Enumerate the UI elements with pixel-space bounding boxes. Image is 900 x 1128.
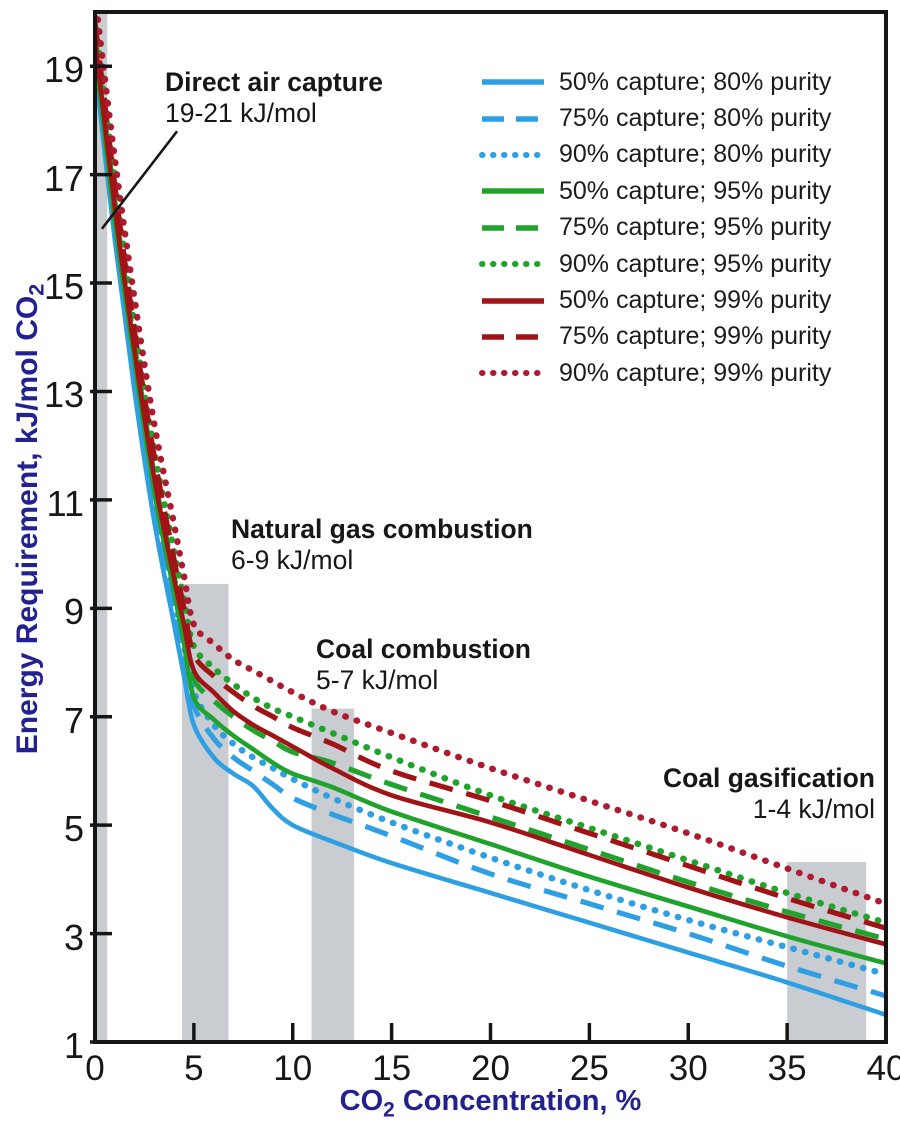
x-tick-label: 30 [668,1049,708,1088]
annotation-range: 5-7 kJ/mol [316,665,439,695]
y-tick-label: 15 [43,266,84,308]
legend-item-label: 50% capture; 95% purity [559,176,832,205]
annotation-range: 6-9 kJ/mol [231,545,354,575]
legend-item-75-capture-95-purity: 75% capture; 95% purity [479,210,831,246]
x-axis-title-subscript: 2 [383,1098,395,1122]
y-axis-title-subscript: 2 [23,283,49,296]
legend-item-label: 90% capture; 80% purity [559,140,832,169]
x-axis-title-text: CO [339,1085,384,1117]
legend-item-50-capture-99-purity: 50% capture; 99% purity [479,282,831,318]
y-axis-title: Energy Requirement, kJ/mol CO2 [7,189,49,849]
curve-50-capture-80-purity [95,65,886,1018]
x-tick-label: 40 [866,1049,900,1088]
annotation-range: 1-4 kJ/mol [752,794,875,824]
band-coal-gasification [787,862,867,1042]
legend-item-75-capture-99-purity: 75% capture; 99% purity [479,319,831,355]
x-tick-label: 20 [471,1049,510,1088]
legend-item-label: 75% capture; 80% purity [559,104,832,133]
x-tick-label: 0 [85,1049,105,1088]
annotation-title: Direct air capture [165,67,383,97]
y-tick-label: 7 [63,699,84,741]
legend-item-label: 90% capture; 99% purity [559,358,832,387]
legend-item-label: 75% capture; 99% purity [559,322,832,351]
legend-item-label: 75% capture; 95% purity [559,213,832,242]
curve-75-capture-80-purity [95,55,886,999]
legend-line-sample-dotted [479,370,547,377]
legend-line-sample-solid [482,188,544,195]
legend-line-sample-dotted [479,261,547,268]
x-tick-label: 35 [767,1049,807,1088]
legend-item-90-capture-99-purity: 90% capture; 99% purity [479,355,831,391]
y-tick-label: 11 [46,482,84,524]
legend-line-sample-dashed [482,115,544,122]
legend-item-90-capture-95-purity: 90% capture; 95% purity [479,246,831,282]
axis-ticks [90,64,888,1044]
y-tick-label: 17 [43,157,84,199]
annotation-coal-gasification: Coal gasification 1-4 kJ/mol [663,763,875,825]
legend-item-50-capture-95-purity: 50% capture; 95% purity [479,173,831,209]
direct-air-callout-line [100,130,179,230]
legend-line-sample-dotted [479,151,547,158]
x-tick-label: 10 [273,1049,313,1088]
annotation-title: Coal gasification [662,763,875,793]
y-tick-label: 19 [43,49,84,91]
x-axis-title-text: Concentration, % [394,1085,642,1117]
band-direct-air-capture [96,12,108,1042]
y-tick-label: 13 [43,374,84,416]
legend-line-sample-solid [482,297,544,304]
y-tick-label: 1 [63,1025,84,1066]
legend: 50% capture; 80% purity 75% capture; 80% … [479,64,831,392]
y-tick-label: 9 [63,591,84,633]
annotation-title: Coal combustion [316,634,531,664]
y-tick-label: 5 [63,808,84,850]
annotation-title: Natural gas combustion [231,514,533,544]
x-tick-label: 25 [569,1049,609,1088]
y-tick-label: 3 [63,916,84,958]
annotation-coal-combustion: Coal combustion 5-7 kJ/mol [316,634,531,696]
x-axis-title: CO2 Concentration, % [95,1085,886,1122]
annotation-range: 19-21 kJ/mol [165,98,317,128]
legend-line-sample-dashed [482,225,544,231]
curve-75-capture-99-purity [95,22,886,931]
legend-item-label: 50% capture; 80% purity [559,67,832,96]
curves [95,12,886,1018]
legend-item-75-capture-80-purity: 75% capture; 80% purity [479,100,831,136]
legend-item-label: 90% capture; 95% purity [559,249,832,278]
curve-90-capture-99-purity [95,12,886,907]
x-tick-label: 5 [184,1049,204,1088]
curve-50-capture-99-purity [95,38,886,947]
annotation-natural-gas-combustion: Natural gas combustion 6-9 kJ/mol [231,514,533,576]
legend-item-50-capture-80-purity: 50% capture; 80% purity [479,64,831,100]
legend-line-sample-solid [482,79,544,85]
y-axis-title-text: Energy Requirement, kJ/mol CO [11,295,44,755]
x-tick-label: 15 [372,1049,412,1088]
legend-item-90-capture-80-purity: 90% capture; 80% purity [479,137,831,173]
legend-item-label: 50% capture; 99% purity [559,286,832,315]
legend-line-sample-dashed [482,334,544,340]
curve-90-capture-80-purity [95,41,886,978]
annotation-direct-air-capture: Direct air capture 19-21 kJ/mol [165,67,383,129]
